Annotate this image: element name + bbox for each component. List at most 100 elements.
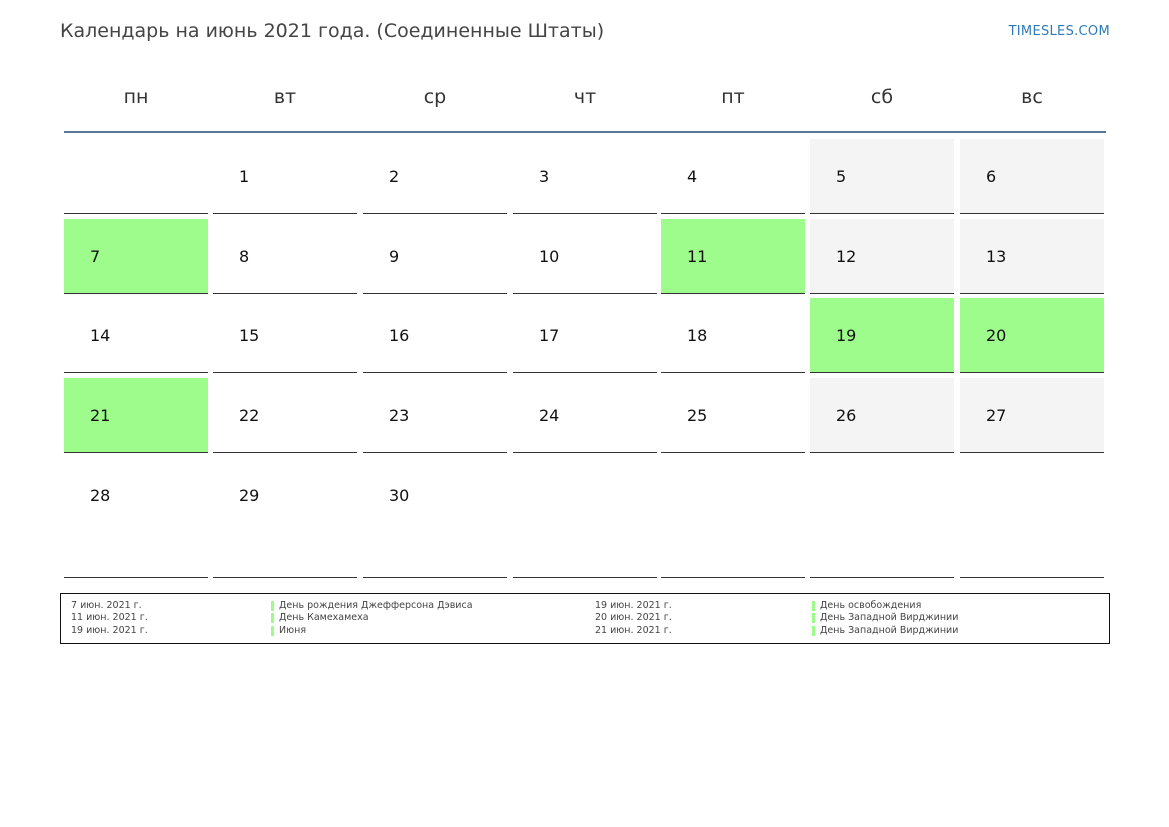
day-number: 7 [90, 247, 101, 266]
day-cell: 23 [363, 378, 507, 453]
day-number: 29 [239, 486, 260, 505]
day-cell: 10 [513, 219, 657, 294]
legend-color-marker [271, 613, 274, 623]
day-cell: 30 [363, 458, 507, 578]
day-number: 4 [687, 167, 698, 186]
legend-holiday-name: День Камехамеха [279, 612, 369, 623]
day-cell: 14 [64, 298, 208, 373]
day-number: 24 [539, 406, 560, 425]
day-cell: 13 [960, 219, 1104, 294]
day-number: 12 [836, 247, 857, 266]
weekday-header: вт [273, 86, 297, 108]
legend-date: 19 июн. 2021 г. [71, 625, 148, 636]
day-cell [64, 139, 208, 214]
day-cell [810, 458, 954, 578]
holiday-legend: 7 июн. 2021 г. День рождения Джефферсона … [60, 593, 1110, 644]
weekday-header: пн [123, 86, 149, 108]
day-number: 9 [389, 247, 400, 266]
day-number: 20 [986, 326, 1007, 345]
holiday-day-cell: 7 [64, 219, 208, 294]
day-cell: 24 [513, 378, 657, 453]
day-number: 17 [539, 326, 560, 345]
legend-item: 19 июн. 2021 г. Июня [61, 625, 1109, 638]
day-cell [513, 458, 657, 578]
legend-date: 20 июн. 2021 г. [595, 612, 672, 623]
day-number: 26 [836, 406, 857, 425]
day-number: 15 [239, 326, 260, 345]
day-cell: 27 [960, 378, 1104, 453]
day-cell: 17 [513, 298, 657, 373]
day-cell: 18 [661, 298, 805, 373]
day-cell: 29 [213, 458, 357, 578]
holiday-day-cell: 21 [64, 378, 208, 453]
day-number: 5 [836, 167, 847, 186]
day-cell: 22 [213, 378, 357, 453]
legend-item: 21 июн. 2021 г. День Западной Вирджинии [61, 625, 1109, 638]
legend-date: 19 июн. 2021 г. [595, 600, 672, 611]
legend-item: 11 июн. 2021 г. День Камехамеха [61, 612, 1109, 625]
legend-date: 7 июн. 2021 г. [71, 600, 142, 611]
weekday-header: вс [1021, 86, 1043, 108]
day-cell: 5 [810, 139, 954, 214]
day-number: 22 [239, 406, 260, 425]
day-number: 23 [389, 406, 410, 425]
day-cell: 25 [661, 378, 805, 453]
legend-holiday-name: День Западной Вирджинии [820, 625, 959, 636]
day-cell: 8 [213, 219, 357, 294]
day-number: 1 [239, 167, 250, 186]
day-cell: 28 [64, 458, 208, 578]
day-cell: 2 [363, 139, 507, 214]
header-rule [64, 131, 1106, 133]
calendar-title: Календарь на июнь 2021 года. (Соединенны… [60, 20, 605, 42]
day-number: 2 [389, 167, 400, 186]
day-cell: 3 [513, 139, 657, 214]
day-cell: 26 [810, 378, 954, 453]
day-number: 27 [986, 406, 1007, 425]
legend-color-marker [271, 601, 274, 611]
day-number: 30 [389, 486, 410, 505]
weekday-header: ср [423, 86, 447, 108]
day-cell: 4 [661, 139, 805, 214]
day-cell: 16 [363, 298, 507, 373]
day-number: 3 [539, 167, 550, 186]
legend-color-marker [812, 613, 815, 623]
day-number: 8 [239, 247, 250, 266]
day-number: 13 [986, 247, 1007, 266]
weekday-header: сб [870, 86, 894, 108]
legend-color-marker [812, 626, 815, 636]
day-number: 11 [687, 247, 708, 266]
brand-link[interactable]: TIMESLES.COM [1008, 24, 1110, 39]
weekday-header: чт [573, 86, 597, 108]
day-cell: 9 [363, 219, 507, 294]
legend-date: 11 июн. 2021 г. [71, 612, 148, 623]
day-cell: 1 [213, 139, 357, 214]
legend-item: 7 июн. 2021 г. День рождения Джефферсона … [61, 600, 1109, 613]
day-cell [661, 458, 805, 578]
day-number: 14 [90, 326, 111, 345]
day-number: 6 [986, 167, 997, 186]
day-cell: 12 [810, 219, 954, 294]
day-number: 21 [90, 406, 111, 425]
weekday-header: пт [721, 86, 745, 108]
day-cell: 15 [213, 298, 357, 373]
legend-color-marker [271, 626, 274, 636]
legend-item: 19 июн. 2021 г. День освобождения [61, 600, 1109, 613]
day-number: 16 [389, 326, 410, 345]
legend-holiday-name: День рождения Джефферсона Дэвиса [279, 600, 473, 611]
legend-holiday-name: День освобождения [820, 600, 922, 611]
legend-item: 20 июн. 2021 г. День Западной Вирджинии [61, 612, 1109, 625]
legend-date: 21 июн. 2021 г. [595, 625, 672, 636]
day-number: 18 [687, 326, 708, 345]
holiday-day-cell: 20 [960, 298, 1104, 373]
legend-holiday-name: Июня [279, 625, 307, 636]
day-number: 28 [90, 486, 111, 505]
day-number: 10 [539, 247, 560, 266]
day-cell: 6 [960, 139, 1104, 214]
legend-color-marker [812, 601, 815, 611]
day-number: 19 [836, 326, 857, 345]
holiday-day-cell: 11 [661, 219, 805, 294]
legend-holiday-name: День Западной Вирджинии [820, 612, 959, 623]
holiday-day-cell: 19 [810, 298, 954, 373]
day-number: 25 [687, 406, 708, 425]
day-cell [960, 458, 1104, 578]
